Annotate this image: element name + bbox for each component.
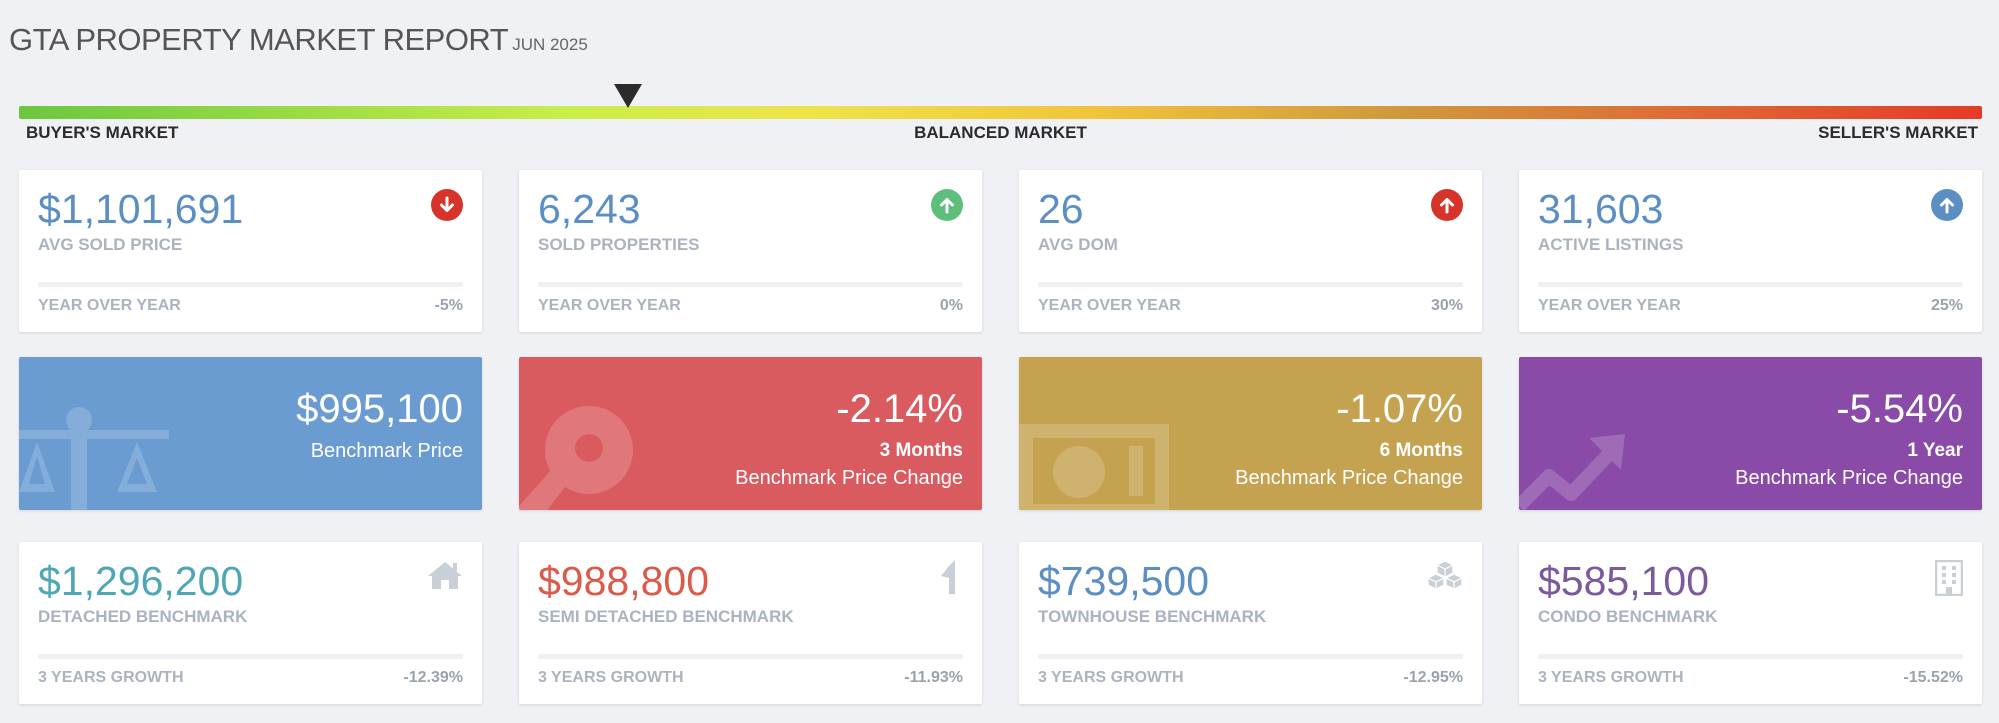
type-foot-value: -12.39% [403,669,463,686]
arrow-up-circle-icon [1931,189,1963,221]
benchmark-row: $995,100 Benchmark Price -2.14% 3 Months… [19,357,1982,510]
key-icon [519,406,633,510]
benchmark-change-label: Benchmark Price Change [735,467,963,489]
stat-foot-value: 30% [1430,297,1463,314]
arrow-down-circle-icon [431,189,463,221]
benchmark-change-value: -5.54% [1836,387,1963,431]
divider [538,282,963,287]
house-icon [428,562,462,589]
type-label: SEMI DETACHED BENCHMARK [538,607,794,626]
arrow-up-circle-icon [1431,189,1463,221]
divider [38,282,463,287]
divider [38,654,463,659]
benchmark-change-label: Benchmark Price Change [1735,467,1963,489]
type-foot-label: 3 YEARS GROWTH [1038,669,1184,686]
cubes-icon [1427,560,1463,590]
benchmark-period: 1 Year [1907,440,1963,461]
page-title: GTA PROPERTY MARKET REPORT JUN 2025 [9,22,588,58]
condo-benchmark-card: $585,100 CONDO BENCHMARK 3 YEARS GROWTH … [1519,542,1982,704]
divider [1038,654,1463,659]
benchmark-period: 6 Months [1379,440,1463,461]
stat-label: AVG SOLD PRICE [38,235,183,254]
type-foot-value: -15.52% [1903,669,1963,686]
benchmark-price-value: $995,100 [296,387,463,431]
type-label: DETACHED BENCHMARK [38,607,248,626]
arrow-up-circle-icon [931,189,963,221]
detached-benchmark-card: $1,296,200 DETACHED BENCHMARK 3 YEARS GR… [19,542,482,704]
report-date: JUN 2025 [512,35,588,54]
type-foot-value: -12.95% [1403,669,1463,686]
type-foot-value: -11.93% [904,669,963,686]
stat-value: 31,603 [1538,186,1664,232]
sellers-market-label: SELLER'S MARKET [1818,123,1978,142]
benchmark-price-card: $995,100 Benchmark Price [19,357,482,510]
type-value: $585,100 [1538,558,1710,604]
buyers-market-label: BUYER'S MARKET [26,123,179,142]
market-indicator: BUYER'S MARKET BALANCED MARKET SELLER'S … [19,84,1982,149]
stat-label: SOLD PROPERTIES [538,235,700,254]
trend-up-icon [1519,434,1625,510]
balanced-market-label: BALANCED MARKET [914,123,1087,142]
townhouse-benchmark-card: $739,500 TOWNHOUSE BENCHMARK 3 YEARS GRO… [1019,542,1482,704]
stat-card-active-listings: 31,603 ACTIVE LISTINGS YEAR OVER YEAR 25… [1519,170,1982,332]
benchmark-change-value: -1.07% [1336,387,1463,431]
type-value: $988,800 [538,558,710,604]
benchmark-change-3m-card: -2.14% 3 Months Benchmark Price Change [519,357,982,510]
divider [1538,282,1963,287]
type-foot-label: 3 YEARS GROWTH [1538,669,1684,686]
type-foot-label: 3 YEARS GROWTH [538,669,684,686]
market-gradient-bar [19,106,1982,119]
divider [1538,654,1963,659]
property-type-row: $1,296,200 DETACHED BENCHMARK 3 YEARS GR… [19,542,1982,704]
half-house-icon [941,560,955,594]
semi-detached-benchmark-card: $988,800 SEMI DETACHED BENCHMARK 3 YEARS… [519,542,982,704]
stat-label: AVG DOM [1038,235,1118,254]
benchmark-period: 3 Months [879,440,963,461]
benchmark-price-label: Benchmark Price [310,440,463,462]
benchmark-change-1y-card: -5.54% 1 Year Benchmark Price Change [1519,357,1982,510]
type-value: $739,500 [1038,558,1210,604]
stat-foot-label: YEAR OVER YEAR [38,297,181,314]
stat-value: $1,101,691 [38,186,244,232]
type-label: CONDO BENCHMARK [1538,607,1718,626]
type-value: $1,296,200 [38,558,244,604]
report-title: GTA PROPERTY MARKET REPORT [9,22,509,57]
benchmark-change-label: Benchmark Price Change [1235,467,1463,489]
type-foot-label: 3 YEARS GROWTH [38,669,184,686]
stat-foot-value: -5% [434,297,463,314]
stat-foot-value: 0% [939,297,963,314]
stat-label: ACTIVE LISTINGS [1538,235,1684,254]
stat-card-avg-dom: 26 AVG DOM YEAR OVER YEAR 30% [1019,170,1482,332]
market-labels: BUYER'S MARKET BALANCED MARKET SELLER'S … [19,123,1982,149]
divider [538,654,963,659]
market-position-marker-icon [613,84,642,108]
stats-row: $1,101,691 AVG SOLD PRICE YEAR OVER YEAR… [19,170,1982,332]
benchmark-change-6m-card: -1.07% 6 Months Benchmark Price Change [1019,357,1482,510]
stat-foot-label: YEAR OVER YEAR [1038,297,1181,314]
building-icon [1935,560,1963,596]
stat-value: 26 [1038,186,1084,232]
money-icon [1019,424,1169,510]
divider [1038,282,1463,287]
stat-value: 6,243 [538,186,641,232]
stat-foot-value: 25% [1930,297,1963,314]
stat-foot-label: YEAR OVER YEAR [1538,297,1681,314]
stat-card-avg-sold-price: $1,101,691 AVG SOLD PRICE YEAR OVER YEAR… [19,170,482,332]
benchmark-change-value: -2.14% [836,387,963,431]
type-label: TOWNHOUSE BENCHMARK [1038,607,1267,626]
stat-foot-label: YEAR OVER YEAR [538,297,681,314]
scale-icon [19,407,169,510]
stat-card-sold-properties: 6,243 SOLD PROPERTIES YEAR OVER YEAR 0% [519,170,982,332]
